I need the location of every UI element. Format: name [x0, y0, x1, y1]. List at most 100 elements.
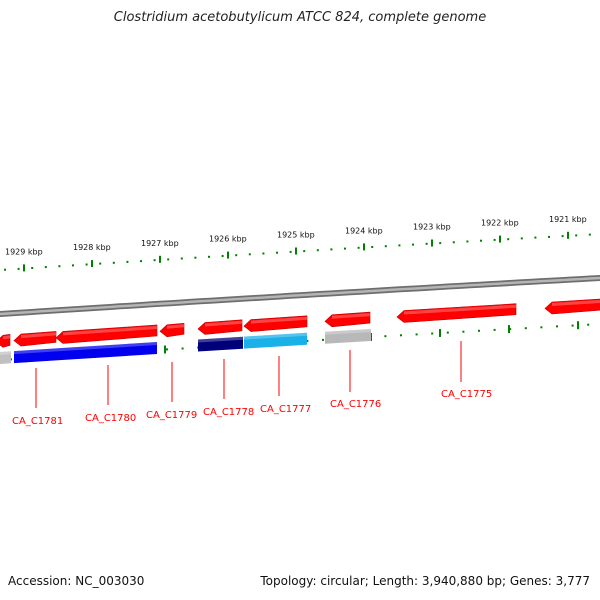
outer-minor-tick	[480, 239, 482, 242]
kbp-tick-label: 1928 kbp	[73, 243, 111, 252]
outer-minor-tick	[384, 245, 387, 248]
inner-minor-tick	[400, 334, 402, 337]
outer-minor-tick	[167, 258, 170, 261]
kbp-tick-label: 1921 kbp	[549, 215, 587, 224]
cog-block-highlight	[198, 336, 243, 343]
outer-major-tick	[227, 251, 229, 259]
outer-minor-tick	[357, 246, 360, 249]
gene-label: CA_C1776	[330, 399, 381, 410]
outer-minor-tick	[208, 255, 210, 258]
inner-minor-tick	[540, 326, 543, 329]
outer-minor-tick	[85, 263, 88, 266]
outer-minor-tick	[466, 240, 469, 243]
gene-label: CA_C1777	[260, 404, 311, 415]
outer-minor-tick	[44, 266, 47, 269]
cog-block	[325, 329, 371, 344]
kbp-tick-label: 1927 kbp	[141, 239, 179, 248]
outer-major-tick	[295, 247, 297, 255]
kbp-tick-label: 1924 kbp	[345, 226, 383, 235]
kbp-tick-label: 1925 kbp	[277, 231, 315, 240]
outer-minor-tick	[575, 234, 578, 237]
inner-minor-tick	[524, 327, 527, 330]
cog-block	[0, 351, 11, 365]
outer-minor-tick	[303, 250, 306, 253]
cog-block-highlight	[244, 332, 307, 340]
outer-minor-tick	[194, 256, 197, 259]
cog-block	[244, 332, 307, 349]
outer-minor-tick	[561, 235, 564, 238]
outer-minor-tick	[17, 267, 20, 270]
cog-layer	[0, 329, 371, 365]
gene-arrow-highlight	[251, 316, 307, 324]
outer-minor-tick	[534, 236, 537, 239]
kbp-tick-label: 1929 kbp	[5, 247, 43, 256]
outer-minor-tick	[221, 255, 224, 257]
outer-minor-tick	[140, 260, 142, 263]
outer-minor-tick	[58, 265, 61, 268]
outer-minor-tick	[180, 257, 183, 260]
gene-arrow-highlight	[21, 332, 56, 339]
backbone-ring	[0, 276, 600, 316]
outer-minor-tick	[412, 243, 414, 246]
outer-major-tick	[431, 239, 433, 247]
gene-arrow-highlight	[205, 320, 242, 327]
cog-block-highlight	[0, 351, 11, 356]
gene-label: CA_C1781	[12, 416, 63, 427]
gene-label: CA_C1779	[146, 410, 197, 421]
outer-minor-tick	[425, 242, 428, 245]
inner-minor-tick	[571, 324, 574, 327]
outer-minor-tick	[99, 262, 102, 265]
outer-minor-tick	[344, 247, 346, 250]
outer-minor-tick	[371, 246, 374, 248]
outer-minor-tick	[262, 252, 265, 255]
inner-minor-tick	[306, 339, 309, 342]
cog-block	[56, 342, 157, 361]
kbp-tick-label: 1922 kbp	[481, 219, 519, 228]
outer-minor-tick	[4, 268, 6, 271]
inner-minor-tick	[478, 329, 480, 332]
inner-major-tick	[439, 329, 441, 337]
inner-minor-tick	[509, 328, 512, 331]
outer-major-tick	[91, 260, 93, 268]
cog-block	[198, 336, 243, 352]
outer-minor-tick	[248, 253, 251, 256]
inner-minor-tick	[587, 323, 590, 326]
outer-major-tick	[567, 231, 569, 239]
map-title: Clostridium acetobutylicum ATCC 824, com…	[113, 10, 487, 25]
outer-minor-tick	[276, 251, 278, 254]
outer-major-tick	[363, 243, 365, 251]
outer-minor-tick	[452, 241, 455, 244]
cog-block-highlight	[56, 342, 157, 352]
inner-minor-tick	[446, 331, 449, 334]
inner-minor-tick	[462, 330, 465, 333]
gene-arrow-highlight	[63, 326, 157, 336]
outer-minor-tick	[126, 260, 129, 263]
gene-layer	[0, 298, 600, 348]
outer-minor-tick	[548, 235, 550, 238]
gene-arrow-highlight	[552, 300, 600, 306]
outer-minor-tick	[493, 238, 496, 241]
inner-minor-tick	[415, 333, 418, 336]
outer-minor-tick	[289, 250, 292, 253]
gene-label: CA_C1780	[85, 413, 136, 424]
inner-minor-tick	[556, 325, 558, 328]
gene-arrow-highlight	[404, 304, 516, 315]
kbp-tick-label: 1926 kbp	[209, 235, 247, 244]
outer-minor-tick	[507, 238, 510, 241]
inner-major-tick	[577, 321, 579, 330]
outer-minor-tick	[588, 233, 591, 236]
outer-minor-tick	[398, 244, 401, 247]
inner-major-tick	[508, 325, 510, 334]
inner-minor-tick	[431, 332, 434, 335]
inner-minor-tick	[384, 335, 387, 338]
inner-minor-tick	[181, 347, 184, 350]
outer-minor-tick	[31, 267, 34, 269]
outer-minor-tick	[316, 249, 319, 252]
outer-major-tick	[23, 264, 25, 272]
outer-minor-tick	[330, 248, 333, 251]
outer-minor-tick	[235, 254, 238, 257]
outer-minor-tick	[112, 261, 115, 264]
inner-minor-tick	[166, 348, 168, 351]
